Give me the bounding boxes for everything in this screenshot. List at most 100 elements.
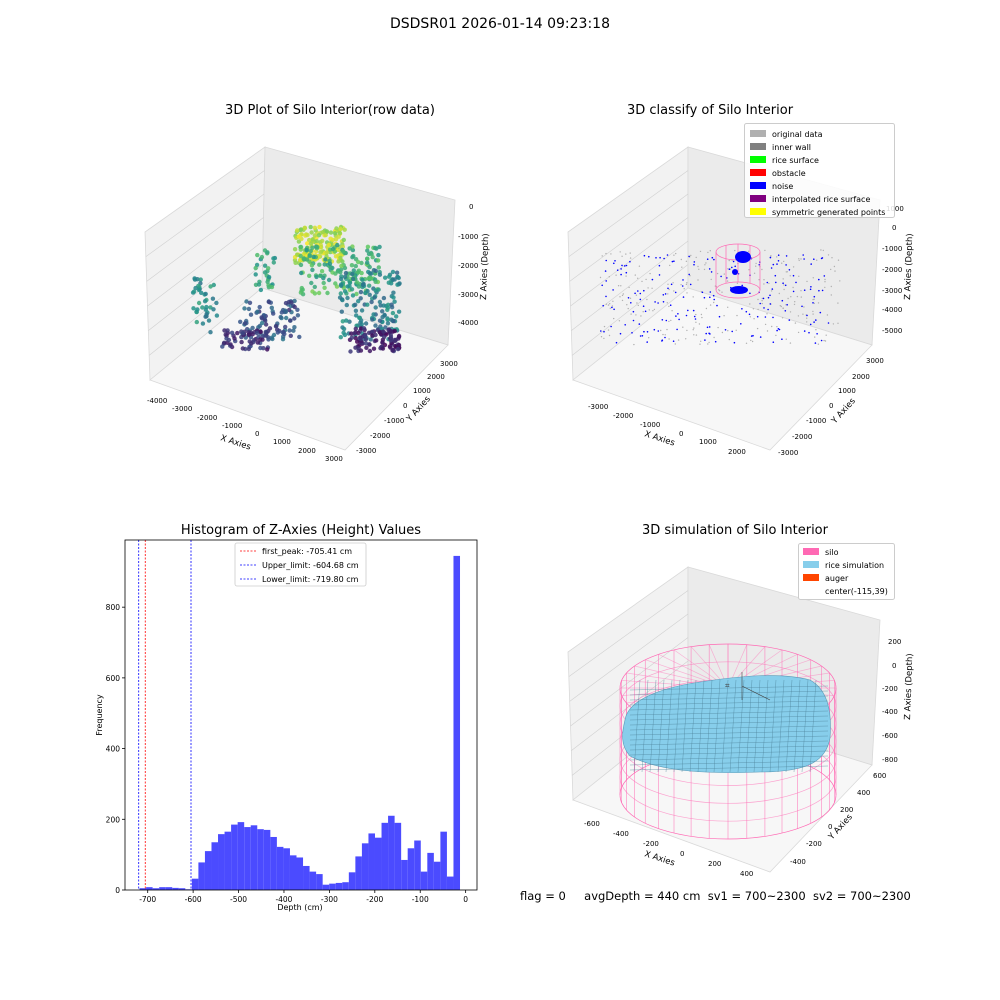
y-tick-label: 200 (106, 815, 121, 824)
scatter-point (333, 281, 338, 286)
scatter-point (291, 328, 296, 333)
scatter-point (396, 334, 402, 340)
scatter-point (385, 317, 390, 322)
scatter-point (355, 259, 361, 265)
scatter-point (206, 318, 212, 323)
scatter-point (292, 247, 298, 252)
y-tick-label: 600 (106, 674, 121, 683)
scatter-point (309, 280, 314, 286)
histogram-bar (322, 884, 330, 890)
histogram-bar (250, 825, 258, 890)
scatter-point (367, 271, 373, 276)
scatter-point (287, 328, 292, 333)
scatter-point (363, 333, 368, 338)
scatter-point (200, 321, 206, 326)
panel1-ztick: -1000 (458, 233, 478, 241)
scatter-point (266, 337, 271, 342)
scatter-point (350, 276, 356, 282)
scatter-point (349, 331, 354, 336)
legend-label: auger (825, 574, 849, 583)
histogram-bar (204, 851, 212, 890)
scatter-point (292, 304, 297, 310)
panel1-ytick: 0 (403, 402, 407, 410)
scatter-point (371, 346, 377, 351)
scatter-point (373, 305, 378, 310)
scatter-point (375, 258, 381, 263)
legend-swatch (750, 143, 766, 150)
x-tick-label: -300 (321, 895, 338, 904)
panel1-ytick: 2000 (427, 373, 445, 381)
scatter-point (356, 299, 361, 304)
scatter-point (265, 279, 270, 285)
histogram-bar (244, 827, 251, 890)
scatter-point (383, 275, 388, 280)
scatter-point (320, 229, 326, 235)
scatter-point (378, 303, 383, 308)
scatter-point (363, 341, 369, 346)
scatter-point (269, 284, 275, 290)
histogram-bar (296, 857, 304, 890)
scatter-point (370, 255, 375, 260)
scatter-point (191, 289, 197, 294)
scatter-point (228, 342, 233, 347)
scatter-point (223, 332, 228, 337)
scatter-point (263, 318, 268, 323)
scatter-point (326, 277, 332, 283)
scatter-point (381, 329, 386, 334)
histogram-bar (257, 829, 264, 890)
scatter-point (377, 244, 382, 250)
scatter-point (323, 257, 328, 262)
scatter-point (211, 307, 216, 312)
scatter-point (310, 237, 315, 242)
scatter-point (344, 302, 349, 308)
scatter-point (350, 255, 355, 260)
scatter-point (380, 309, 385, 314)
scatter-point (340, 249, 346, 254)
scatter-point (279, 310, 284, 315)
scatter-point (271, 311, 276, 316)
histogram-bar (420, 871, 428, 890)
scatter-point (308, 224, 313, 230)
histogram-bar (453, 555, 461, 890)
scatter-point (383, 325, 388, 330)
legend-lower-limit: Lower_limit: -719.80 cm (262, 575, 359, 584)
scatter-point (390, 310, 396, 316)
scatter-point (321, 275, 326, 281)
scatter-point (275, 330, 280, 335)
histogram-bar (276, 846, 284, 890)
histogram-bars (139, 555, 461, 890)
histogram-bar (263, 829, 271, 890)
scatter-point (342, 227, 347, 232)
histogram-bar (172, 887, 179, 890)
y-tick-label: 400 (106, 745, 121, 754)
panel1-point-cloud (190, 224, 402, 354)
scatter-point (334, 226, 339, 231)
scatter-point (322, 262, 327, 267)
scatter-point (339, 263, 344, 269)
legend-label: inner wall (772, 143, 811, 152)
scatter-point (265, 250, 270, 255)
scatter-point (367, 264, 372, 270)
histogram-bar (374, 837, 382, 890)
scatter-point (336, 259, 341, 264)
histogram-bar (407, 848, 415, 890)
legend-swatch (750, 182, 766, 189)
histogram-bar (152, 888, 160, 890)
legend-swatch (750, 208, 766, 215)
scatter-point (397, 281, 402, 286)
scatter-point (386, 280, 391, 285)
scatter-point (354, 313, 359, 318)
scatter-point (248, 312, 254, 317)
scatter-point (315, 244, 320, 250)
scatter-point (358, 289, 364, 295)
scatter-point (339, 309, 344, 314)
scatter-point (240, 331, 246, 336)
scatter-point (238, 319, 243, 324)
scatter-point (367, 342, 372, 347)
scatter-point (371, 312, 376, 317)
scatter-point (320, 238, 325, 244)
scatter-point (338, 282, 344, 287)
scatter-point (365, 256, 370, 261)
scatter-point (377, 299, 383, 305)
scatter-point (196, 300, 202, 306)
